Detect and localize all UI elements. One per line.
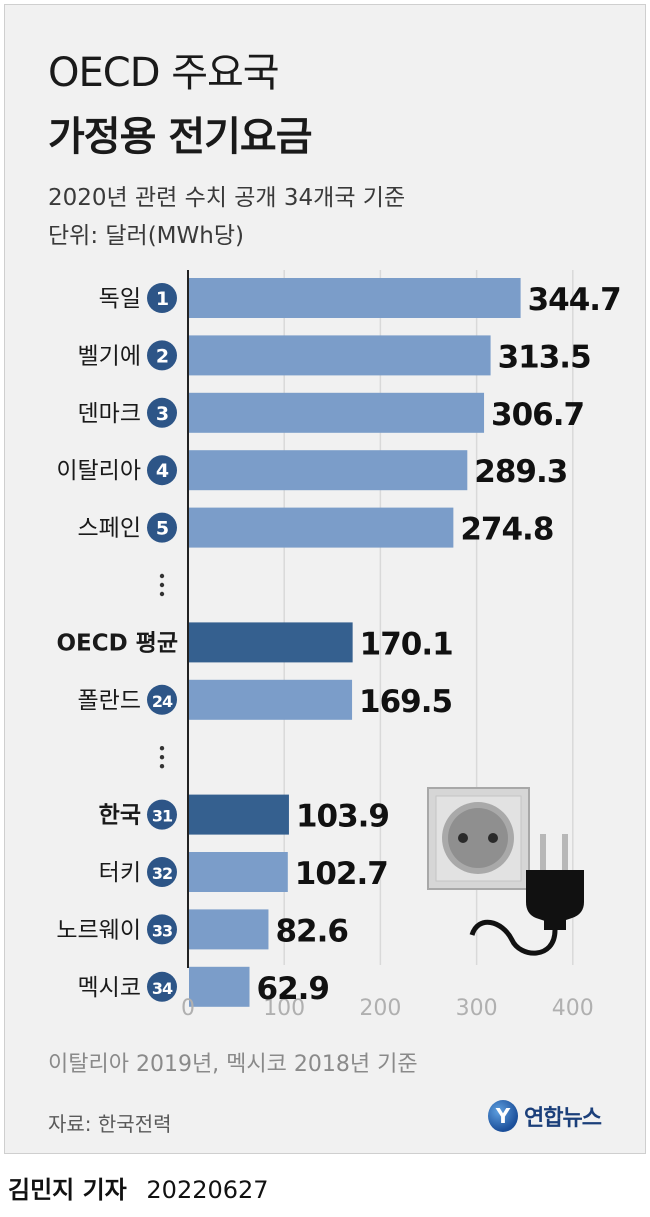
rank-number: 31 xyxy=(152,807,173,826)
category-label: 폴란드 xyxy=(78,688,141,714)
value-label: 344.7 xyxy=(528,282,621,318)
rank-number: 32 xyxy=(152,864,172,883)
x-tick-label: 200 xyxy=(359,996,401,1021)
yonhap-logo: Y 연합뉴스 xyxy=(488,1100,602,1132)
bar xyxy=(189,392,485,433)
subtitle-unit: 단위: 달러(MWh당) xyxy=(48,223,244,249)
rank-badge xyxy=(147,799,177,830)
category-label: 노르웨이 xyxy=(56,917,141,943)
category-label: 벨기에 xyxy=(78,343,141,369)
value-label: 169.5 xyxy=(359,684,452,720)
title-line-1: OECD 주요국 xyxy=(48,50,280,96)
ellipsis-dot xyxy=(159,755,165,760)
x-tick-label: 0 xyxy=(181,996,195,1021)
bar xyxy=(189,909,269,950)
value-label: 274.8 xyxy=(460,512,553,548)
value-label: 170.1 xyxy=(360,626,453,662)
title-line-2: 가정용 전기요금 xyxy=(48,114,313,160)
grid-lines xyxy=(187,270,574,968)
x-tick-label: 300 xyxy=(456,996,498,1021)
byline-date: 20220627 xyxy=(146,1176,269,1204)
value-label: 313.5 xyxy=(498,339,591,375)
rank-number: 33 xyxy=(152,921,172,940)
category-label: 이탈리아 xyxy=(56,458,141,484)
ellipsis-dot xyxy=(159,573,165,579)
rank-badge xyxy=(147,857,177,887)
value-label: 82.6 xyxy=(275,913,348,949)
ellipsis-dot xyxy=(159,582,165,588)
bar xyxy=(189,507,454,548)
rank-badge xyxy=(147,340,177,371)
ellipsis-dot xyxy=(159,764,165,769)
rank-badge xyxy=(147,455,177,486)
bar xyxy=(189,852,288,892)
category-label: 터키 xyxy=(99,860,141,886)
bar xyxy=(189,679,353,720)
bar xyxy=(189,794,289,835)
rank-number: 4 xyxy=(156,460,169,482)
bar xyxy=(189,335,491,376)
rank-badge xyxy=(147,914,177,945)
x-tick-label: 400 xyxy=(552,996,594,1021)
bar xyxy=(189,450,468,491)
byline: 김민지 기자 20220627 xyxy=(8,1170,269,1205)
value-label: 289.3 xyxy=(474,454,567,490)
value-label: 102.7 xyxy=(295,856,388,892)
category-label: 스페인 xyxy=(78,516,141,542)
bar xyxy=(189,966,250,1007)
ellipsis-dot xyxy=(159,591,165,597)
rank-number: 1 xyxy=(156,288,168,310)
rank-badge xyxy=(147,283,177,313)
bars xyxy=(189,278,521,1007)
category-label: 덴마크 xyxy=(78,401,141,427)
rank-badge xyxy=(147,512,177,543)
rank-number: 5 xyxy=(156,518,168,540)
category-label: 멕시코 xyxy=(78,975,141,1001)
value-label: 62.9 xyxy=(257,971,330,1007)
byline-name: 김민지 기자 xyxy=(8,1176,127,1204)
x-tick-label: 100 xyxy=(263,996,305,1021)
rank-number: 2 xyxy=(156,345,168,367)
infographic-card xyxy=(4,4,646,1154)
labels: 0 100 200 300 400 344.7 1 독일 313.5 2 벨기에 306.7 3 덴마크 2… xyxy=(56,282,621,1021)
footnote: 이탈리아 2019년, 멕시코 2018년 기준 xyxy=(48,1052,418,1077)
category-label: 독일 xyxy=(99,286,141,312)
yonhap-logo-icon: Y xyxy=(488,1100,518,1132)
category-label: OECD 평균 xyxy=(56,630,178,656)
logo-text: 연합뉴스 xyxy=(524,1106,602,1131)
rank-number: 34 xyxy=(152,979,173,998)
rank-badge xyxy=(147,684,177,715)
rank-badge xyxy=(147,397,177,428)
bar xyxy=(189,278,521,318)
power-outlet-plug-icon xyxy=(427,787,584,956)
source-text: 자료: 한국전력 xyxy=(48,1112,172,1136)
subtitle-basis: 2020년 관련 수치 공개 34개국 기준 xyxy=(48,185,406,211)
rank-badge xyxy=(147,971,177,1002)
value-label: 103.9 xyxy=(296,799,389,835)
value-label: 306.7 xyxy=(491,397,584,433)
category-label: 한국 xyxy=(99,803,141,829)
rank-number: 24 xyxy=(152,692,173,711)
ellipsis-dot xyxy=(159,746,165,751)
bar xyxy=(189,622,353,663)
rank-number: 3 xyxy=(156,403,168,425)
